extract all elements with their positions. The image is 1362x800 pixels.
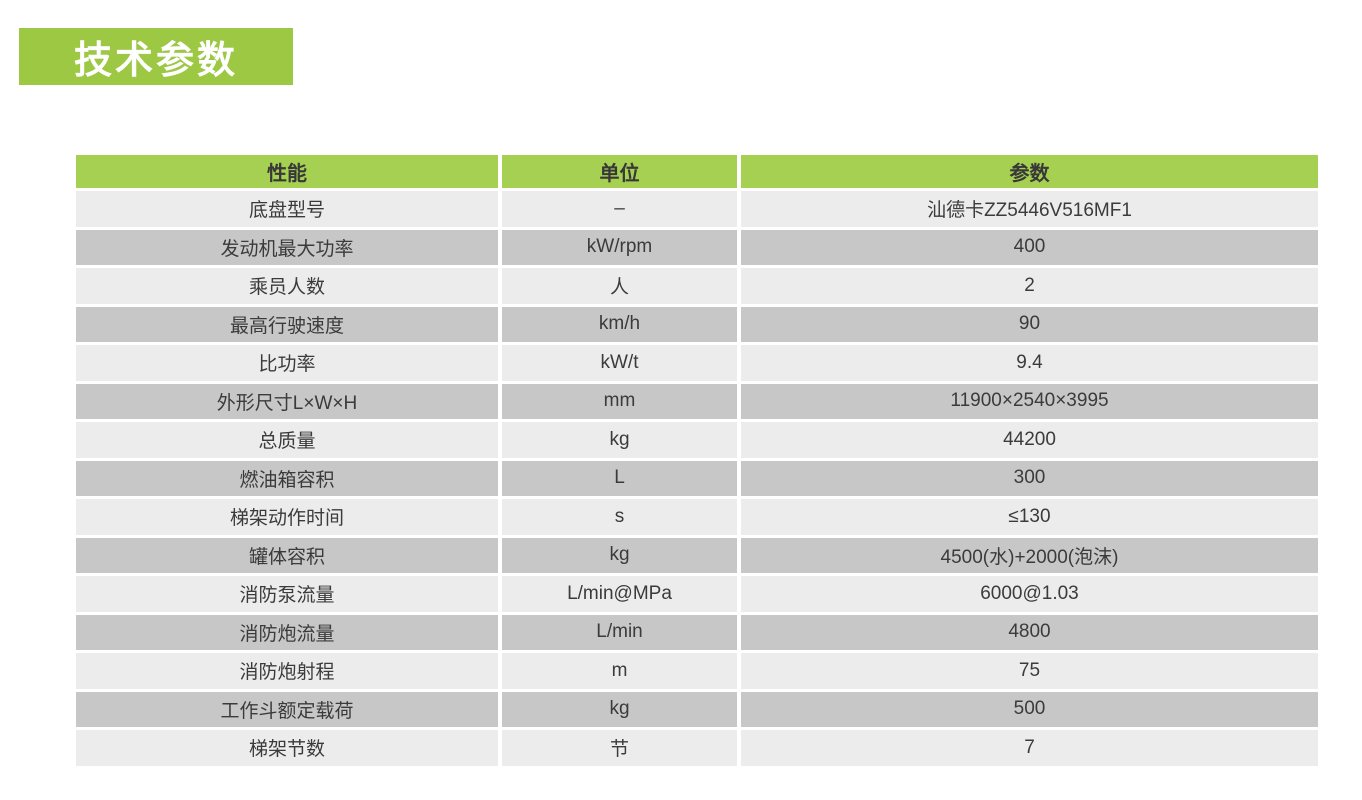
row-label: 梯架节数 (76, 730, 498, 766)
row-unit: L/min (502, 614, 737, 650)
table-row: 发动机最大功率 kW/rpm 400 (76, 229, 1318, 265)
row-value: 7 (741, 730, 1318, 766)
row-value: 2 (741, 268, 1318, 304)
row-label: 燃油箱容积 (76, 460, 498, 496)
row-label: 消防炮射程 (76, 653, 498, 689)
table-row: 工作斗额定载荷 kg 500 (76, 691, 1318, 727)
row-value: 汕德卡ZZ5446V516MF1 (741, 191, 1318, 227)
row-label: 罐体容积 (76, 537, 498, 573)
row-unit: kW/rpm (502, 229, 737, 265)
row-label: 总质量 (76, 422, 498, 458)
row-value: ≤130 (741, 499, 1318, 535)
section-title-badge: 技术参数 (19, 28, 293, 85)
row-label: 比功率 (76, 345, 498, 381)
row-value: 75 (741, 653, 1318, 689)
column-header-unit: 单位 (502, 155, 737, 188)
table-row: 最高行驶速度 km/h 90 (76, 306, 1318, 342)
row-unit: mm (502, 383, 737, 419)
row-label: 底盘型号 (76, 191, 498, 227)
row-value: 6000@1.03 (741, 576, 1318, 612)
row-label: 消防炮流量 (76, 614, 498, 650)
table-row: 乘员人数 人 2 (76, 268, 1318, 304)
row-value: 4800 (741, 614, 1318, 650)
column-header-parameter: 参数 (741, 155, 1318, 188)
table-row: 底盘型号 – 汕德卡ZZ5446V516MF1 (76, 191, 1318, 227)
table-row: 总质量 kg 44200 (76, 422, 1318, 458)
row-label: 消防泵流量 (76, 576, 498, 612)
row-unit: kg (502, 422, 737, 458)
row-unit: 人 (502, 268, 737, 304)
row-unit: – (502, 191, 737, 227)
row-value: 4500(水)+2000(泡沫) (741, 537, 1318, 573)
table-header-row: 性能 单位 参数 (76, 155, 1318, 188)
row-label: 最高行驶速度 (76, 306, 498, 342)
table-row: 消防炮射程 m 75 (76, 653, 1318, 689)
row-unit: L/min@MPa (502, 576, 737, 612)
row-unit: s (502, 499, 737, 535)
table-row: 梯架动作时间 s ≤130 (76, 499, 1318, 535)
row-label: 梯架动作时间 (76, 499, 498, 535)
row-value: 400 (741, 229, 1318, 265)
row-unit: kg (502, 537, 737, 573)
row-unit: km/h (502, 306, 737, 342)
row-value: 300 (741, 460, 1318, 496)
row-value: 9.4 (741, 345, 1318, 381)
table-row: 燃油箱容积 L 300 (76, 460, 1318, 496)
column-header-performance: 性能 (76, 155, 498, 188)
row-unit: m (502, 653, 737, 689)
row-label: 外形尺寸L×W×H (76, 383, 498, 419)
row-unit: 节 (502, 730, 737, 766)
row-value: 500 (741, 691, 1318, 727)
row-value: 90 (741, 306, 1318, 342)
table-row: 消防泵流量 L/min@MPa 6000@1.03 (76, 576, 1318, 612)
table-row: 罐体容积 kg 4500(水)+2000(泡沫) (76, 537, 1318, 573)
spec-table: 性能 单位 参数 底盘型号 – 汕德卡ZZ5446V516MF1 发动机最大功率… (76, 155, 1318, 766)
row-label: 工作斗额定载荷 (76, 691, 498, 727)
row-unit: kg (502, 691, 737, 727)
table-row: 消防炮流量 L/min 4800 (76, 614, 1318, 650)
table-row: 外形尺寸L×W×H mm 11900×2540×3995 (76, 383, 1318, 419)
table-row: 比功率 kW/t 9.4 (76, 345, 1318, 381)
table-row: 梯架节数 节 7 (76, 730, 1318, 766)
row-unit: kW/t (502, 345, 737, 381)
row-value: 11900×2540×3995 (741, 383, 1318, 419)
row-label: 发动机最大功率 (76, 229, 498, 265)
section-title: 技术参数 (73, 40, 238, 82)
row-label: 乘员人数 (76, 268, 498, 304)
row-value: 44200 (741, 422, 1318, 458)
row-unit: L (502, 460, 737, 496)
